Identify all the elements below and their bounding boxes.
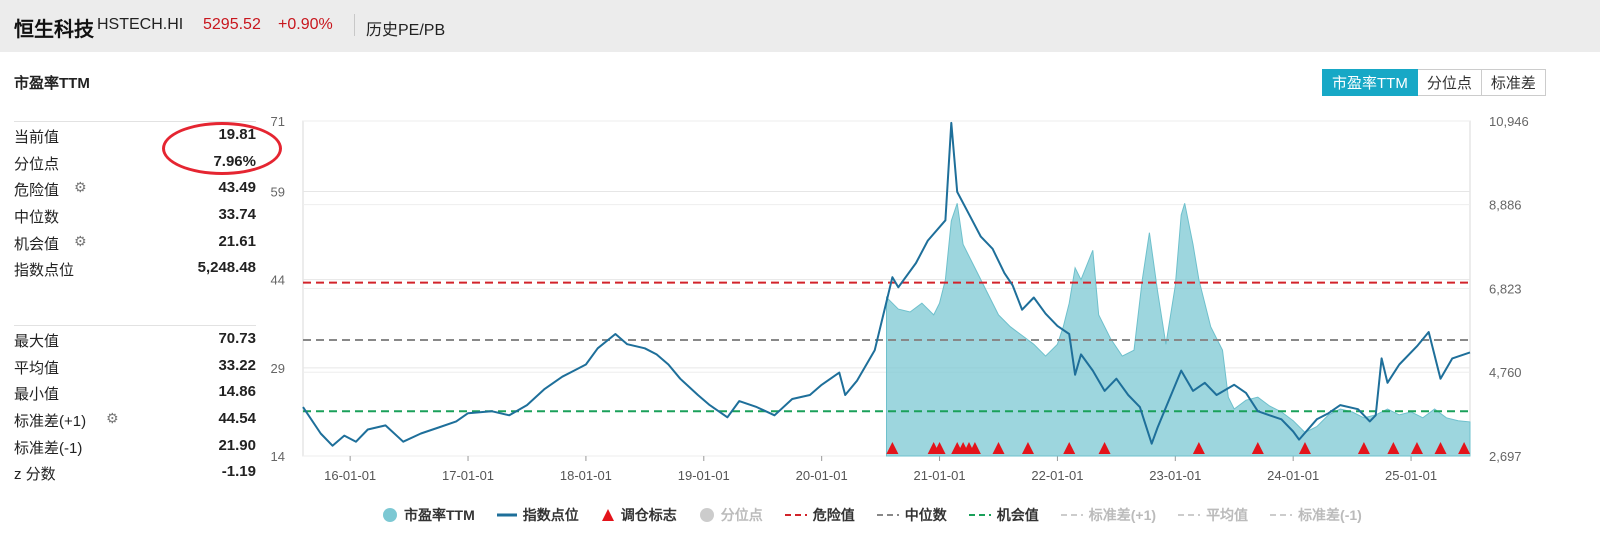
rebalance-marker — [1098, 442, 1111, 454]
stat-label: z 分数 — [14, 466, 56, 483]
stat-row-std-plus: 标准差(+1) ⚙ 44.54 — [14, 407, 256, 431]
stat-label: 机会值 — [14, 236, 60, 253]
legend-item-std-minus[interactable]: 标准差(-1) — [1270, 507, 1362, 523]
tab-pe-ttm[interactable]: 市盈率TTM — [1322, 69, 1418, 96]
stat-row-mean: 平均值 33.22 — [14, 354, 256, 378]
rebalance-marker — [1434, 442, 1447, 454]
x-tick-label: 25-01-01 — [1385, 468, 1437, 483]
metric-tabs: 市盈率TTM 分位点 标准差 — [1322, 69, 1546, 96]
rebalance-marker — [968, 442, 981, 454]
stat-value: 70.73 — [218, 330, 256, 347]
legend-item-danger[interactable]: 危险值 — [784, 507, 855, 523]
x-tick-label: 19-01-01 — [678, 468, 730, 483]
stat-row-danger: 危险值 ⚙ 43.49 — [14, 176, 256, 200]
x-tick-label: 23-01-01 — [1149, 468, 1201, 483]
stat-label: 标准差(-1) — [14, 440, 83, 457]
section-title: 市盈率TTM — [14, 75, 90, 92]
rebalance-marker — [1458, 442, 1471, 454]
legend-item-index-level[interactable]: 指数点位 — [496, 507, 579, 523]
highlight-ellipse — [162, 122, 282, 175]
rebalance-marker — [886, 442, 899, 454]
rebalance-marker — [1410, 442, 1423, 454]
legend-item-pe-ttm[interactable]: 市盈率TTM — [382, 505, 475, 525]
stat-row-index-level: 指数点位 5,248.48 — [14, 256, 256, 280]
stat-label: 分位点 — [14, 156, 60, 173]
rebalance-marker — [1192, 442, 1205, 454]
rebalance-marker — [933, 442, 946, 454]
stat-label: 最大值 — [14, 333, 60, 350]
stat-value: 5,248.48 — [197, 259, 256, 276]
stat-label: 危险值 — [14, 182, 60, 199]
stat-row-opportunity: 机会值 ⚙ 21.61 — [14, 230, 256, 254]
stat-row-min: 最小值 14.86 — [14, 380, 256, 404]
index-level-line — [302, 121, 1471, 447]
y-right-tick-label: 4,760 — [1489, 365, 1522, 380]
legend-item-percentile[interactable]: 分位点 — [699, 505, 763, 525]
legend-item-std-plus[interactable]: 标准差(+1) — [1060, 507, 1157, 523]
x-tick-label: 20-01-01 — [796, 468, 848, 483]
y-right-tick-label: 2,697 — [1489, 449, 1522, 464]
stats-divider — [14, 325, 256, 326]
stat-row-median: 中位数 33.74 — [14, 203, 256, 227]
x-tick-label: 18-01-01 — [560, 468, 612, 483]
y-left-tick-label: 59 — [271, 185, 285, 200]
legend-item-mean[interactable]: 平均值 — [1178, 507, 1249, 523]
y-left-tick-label: 14 — [271, 449, 285, 464]
rebalance-marker — [1021, 442, 1034, 454]
stat-row-std-minus: 标准差(-1) 21.90 — [14, 434, 256, 458]
y-right-tick-label: 6,823 — [1489, 281, 1522, 296]
legend: 市盈率TTM 指数点位 调仓标志 分位点 危险值 中位数 机会值 标准差(+1)… — [382, 506, 1384, 524]
legend-item-median[interactable]: 中位数 — [876, 507, 947, 523]
stat-label: 指数点位 — [14, 262, 75, 279]
stat-label: 中位数 — [14, 209, 60, 226]
gear-icon[interactable]: ⚙ — [74, 233, 87, 249]
index-name: 恒生科技 — [14, 19, 94, 41]
index-value: 5295.52 — [203, 16, 261, 33]
rebalance-marker — [1251, 442, 1264, 454]
y-right-tick-label: 8,886 — [1489, 198, 1522, 213]
stat-label: 标准差(+1) — [14, 413, 87, 430]
rebalance-marker — [1063, 442, 1076, 454]
header-bar: 恒生科技 HSTECH.HI 5295.52 +0.90% 历史PE/PB — [0, 0, 1600, 52]
stat-value: 14.86 — [218, 383, 256, 400]
stat-label: 平均值 — [14, 360, 60, 377]
history-pe-pb-link[interactable]: 历史PE/PB — [366, 22, 446, 39]
stat-value: -1.19 — [221, 463, 256, 480]
legend-item-rebalance[interactable]: 调仓标志 — [601, 505, 677, 525]
rebalance-marker — [1357, 442, 1370, 454]
stat-value: 21.90 — [218, 437, 256, 454]
y-left-tick-label: 44 — [271, 273, 285, 288]
x-tick-label: 21-01-01 — [914, 468, 966, 483]
legend-item-opportunity[interactable]: 机会值 — [968, 507, 1039, 523]
pe-ttm-area — [886, 203, 1471, 457]
stat-value: 21.61 — [218, 233, 256, 250]
tab-percentile[interactable]: 分位点 — [1417, 69, 1482, 96]
stat-value: 33.22 — [218, 357, 256, 374]
stat-label: 最小值 — [14, 386, 60, 403]
rebalance-marker — [1387, 442, 1400, 454]
stat-row-z-score: z 分数 -1.19 — [14, 460, 256, 484]
stats-divider — [14, 121, 256, 122]
index-code: HSTECH.HI — [97, 16, 184, 33]
stat-value: 43.49 — [218, 179, 256, 196]
y-right-tick-label: 10,946 — [1489, 114, 1529, 129]
stat-value: 33.74 — [218, 206, 256, 223]
x-tick-label: 16-01-01 — [324, 468, 376, 483]
index-change: +0.90% — [278, 16, 333, 33]
y-left-tick-label: 71 — [271, 114, 285, 129]
pe-chart: 71 59 44 29 14 10,946 8,886 6,823 4,760 2,697 16-0… — [271, 114, 1529, 483]
stat-label: 当前值 — [14, 129, 60, 146]
rebalance-marker — [992, 442, 1005, 454]
stat-value: 44.54 — [218, 410, 256, 427]
header-divider — [354, 14, 355, 36]
stat-row-max: 最大值 70.73 — [14, 327, 256, 351]
x-tick-label: 22-01-01 — [1031, 468, 1083, 483]
x-tick-label: 24-01-01 — [1267, 468, 1319, 483]
rebalance-marker — [1298, 442, 1311, 454]
gear-icon[interactable]: ⚙ — [106, 410, 119, 426]
y-left-tick-label: 29 — [271, 361, 285, 376]
gear-icon[interactable]: ⚙ — [74, 179, 87, 195]
x-tick-label: 17-01-01 — [442, 468, 494, 483]
tab-std-dev[interactable]: 标准差 — [1481, 69, 1546, 96]
